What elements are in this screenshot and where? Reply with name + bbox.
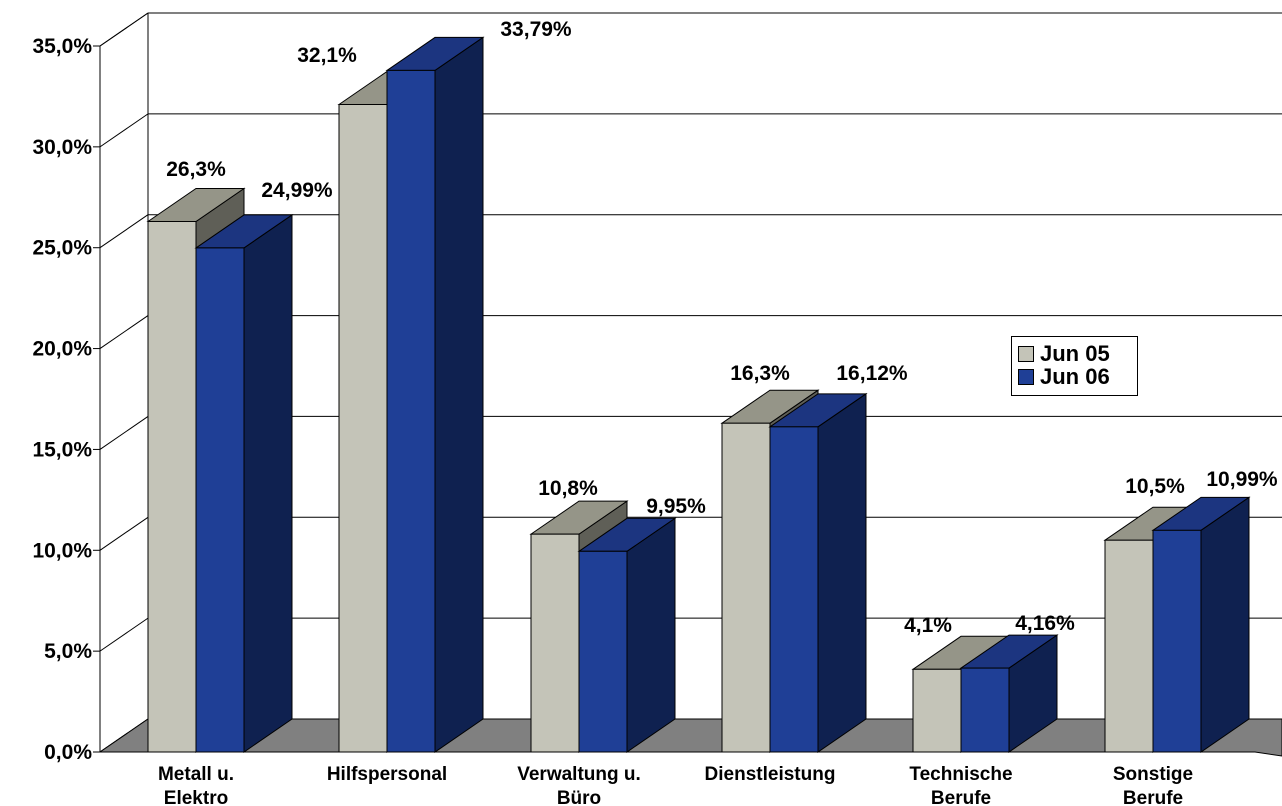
- bar-front: [1152, 529, 1202, 753]
- data-label: 32,1%: [297, 44, 357, 67]
- bar-3-1: [768, 392, 868, 753]
- legend-item-jun-05: Jun 05: [1018, 341, 1110, 366]
- gridline-side: [99, 214, 149, 249]
- y-tick-label: 10,0%: [32, 539, 92, 562]
- bar-5-1: [1151, 496, 1251, 753]
- y-tick-label: 15,0%: [32, 438, 92, 461]
- gridline-side: [99, 12, 149, 47]
- gridline-side: [99, 113, 149, 148]
- data-label: 9,95%: [646, 495, 706, 518]
- legend-label-jun-05: Jun 05: [1040, 341, 1110, 366]
- category-label: Metall u.: [158, 764, 234, 785]
- category-label: Büro: [557, 788, 601, 806]
- legend-swatch-jun-05: [1018, 346, 1034, 362]
- data-label: 24,99%: [261, 179, 333, 202]
- y-axis: 0,0% 5,0% 10,0% 15,0% 20,0% 25,0% 30,0% 35,0%: [32, 35, 100, 764]
- bar-front: [578, 550, 628, 753]
- bars: [146, 36, 1251, 753]
- bar-front: [195, 247, 245, 753]
- y-tick-label: 20,0%: [32, 338, 92, 361]
- bar-front: [721, 422, 771, 753]
- category-label: Technische: [909, 764, 1012, 785]
- data-label: 10,5%: [1125, 475, 1185, 498]
- bar-side: [243, 213, 293, 753]
- legend-label-jun-06: Jun 06: [1040, 364, 1110, 389]
- bar-front: [386, 69, 436, 753]
- gridline-side: [99, 315, 149, 349]
- data-label: 26,3%: [166, 158, 226, 181]
- data-label: 4,1%: [904, 614, 952, 637]
- y-tick-label: 25,0%: [32, 237, 92, 260]
- bar-front: [769, 426, 819, 753]
- data-label: 10,99%: [1206, 468, 1278, 491]
- y-tick-label: 35,0%: [32, 35, 92, 58]
- bar-front: [1104, 539, 1154, 753]
- bar-front: [912, 668, 962, 753]
- bar-4-1: [959, 634, 1059, 753]
- bar-side: [434, 36, 484, 753]
- bar-side: [626, 517, 676, 753]
- bar-front: [960, 667, 1010, 753]
- category-label: Elektro: [164, 788, 228, 806]
- bar-front: [338, 103, 388, 753]
- bar-front: [147, 220, 197, 753]
- category-label: Sonstige: [1113, 764, 1193, 785]
- legend: Jun 05 Jun 06: [1011, 336, 1138, 396]
- legend-swatch-jun-06: [1018, 369, 1034, 385]
- category-label: Dienstleistung: [705, 764, 836, 785]
- bar-0-1: [194, 213, 294, 753]
- category-label: Verwaltung u.: [517, 764, 641, 785]
- data-label: 16,12%: [836, 362, 908, 385]
- data-label: 16,3%: [730, 362, 790, 385]
- chart-frame: [99, 12, 149, 753]
- gridline-side: [99, 416, 149, 450]
- data-label: 10,8%: [538, 477, 598, 500]
- y-tick-label: 30,0%: [32, 136, 92, 159]
- data-label: 33,79%: [500, 18, 572, 41]
- category-label: Hilfspersonal: [327, 764, 447, 785]
- bar-1-1: [385, 36, 485, 753]
- bar-side: [817, 392, 867, 753]
- y-tick-label: 5,0%: [44, 640, 92, 663]
- x-axis-labels: Metall u. Elektro Hilfspersonal Verwaltung …: [158, 764, 1193, 806]
- gridline-side: [99, 516, 149, 551]
- category-label: Berufe: [1123, 788, 1183, 806]
- bar-side: [1200, 496, 1250, 753]
- bar-front: [530, 533, 580, 753]
- category-label: Berufe: [931, 788, 991, 806]
- data-labels: 26,3% 24,99% 32,1% 33,79% 10,8% 9,95% 16,3% 16,…: [166, 18, 1278, 637]
- y-tick-label: 0,0%: [44, 741, 92, 764]
- gridline-side: [99, 617, 149, 652]
- legend-item-jun-06: Jun 06: [1018, 364, 1110, 389]
- data-label: 4,16%: [1015, 612, 1075, 635]
- bar-2-1: [577, 517, 677, 753]
